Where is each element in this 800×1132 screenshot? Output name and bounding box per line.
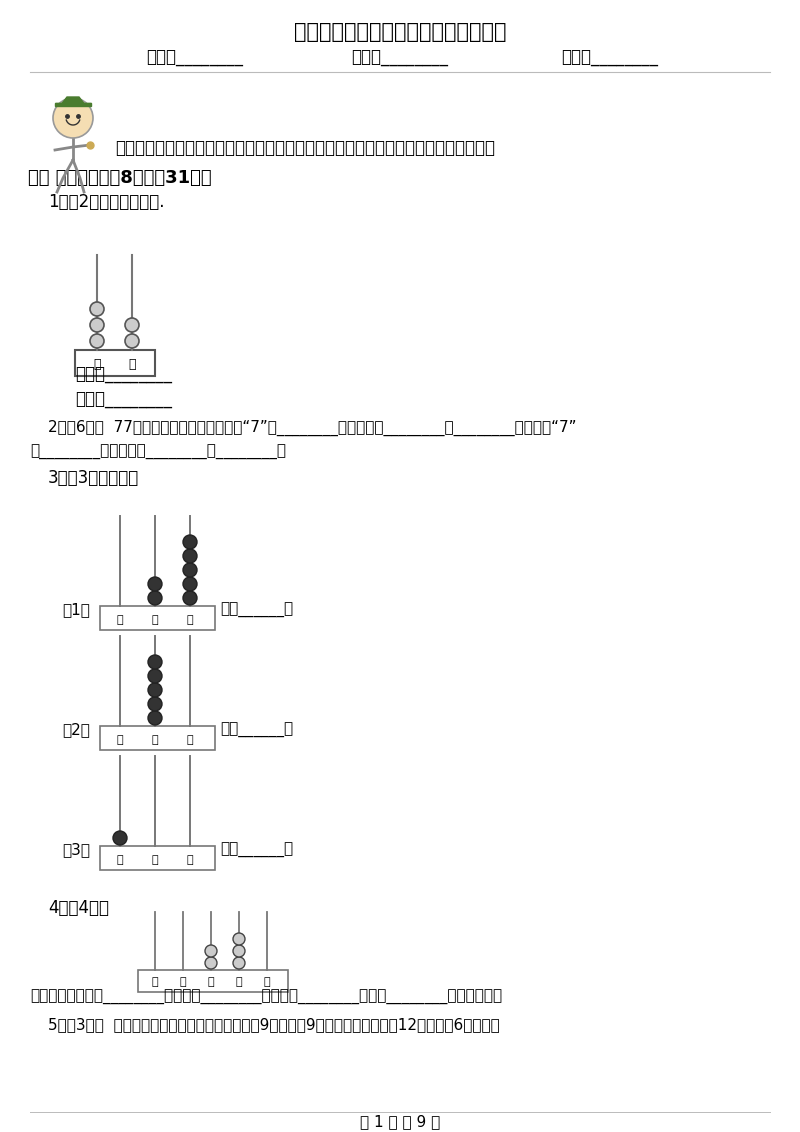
Text: 百: 百 [117,855,123,865]
Text: 杭州市一年级下学期数学期末考试试卷: 杭州市一年级下学期数学期末考试试卷 [294,22,506,42]
Bar [100,606,215,631]
Circle shape [233,933,245,945]
Text: 姓名：________: 姓名：________ [146,49,243,67]
Text: 百: 百 [117,615,123,625]
Bar [55,103,91,106]
Bar [100,726,215,751]
Circle shape [125,318,139,332]
Text: 百: 百 [117,735,123,745]
Text: 写作______；: 写作______； [220,842,293,858]
Text: 4．（4分）: 4．（4分） [48,899,109,917]
Circle shape [148,683,162,697]
Circle shape [183,577,197,591]
Text: 成绩：________: 成绩：________ [562,49,658,67]
Circle shape [233,945,245,957]
Circle shape [90,318,104,332]
Circle shape [53,98,93,138]
Circle shape [90,334,104,348]
Text: 2．（6分）  77这个数，从左数起，第一个“7”在________位上，表示________个________，第二个“7”: 2．（6分） 77这个数，从左数起，第一个“7”在________位上，表示__… [48,420,577,436]
Text: 写作______；: 写作______； [220,602,293,618]
Circle shape [183,563,197,577]
Text: 十: 十 [152,615,158,625]
Text: 十: 十 [236,977,242,987]
Text: 第 1 页 八 9 页: 第 1 页 八 9 页 [360,1115,440,1130]
Circle shape [125,334,139,348]
Text: （3）: （3） [62,842,90,858]
Circle shape [148,655,162,669]
Circle shape [205,957,217,969]
Text: （1）: （1） [62,602,90,617]
Polygon shape [60,97,86,106]
Text: 十: 十 [152,855,158,865]
Text: 个: 个 [186,615,194,625]
Text: 一、 我会填。（兲8题；內31分）: 一、 我会填。（兲8题；內31分） [28,169,212,187]
Circle shape [205,945,217,957]
Circle shape [183,535,197,549]
Circle shape [233,957,245,969]
Text: 读作：________: 读作：________ [75,366,172,384]
Circle shape [148,697,162,711]
Text: 小朋友，带上你一段时间的学习成果，一起来做个自我检测吧，相信你一定是最棒的！: 小朋友，带上你一段时间的学习成果，一起来做个自我检测吧，相信你一定是最棒的！ [115,139,495,157]
Text: 万: 万 [152,977,158,987]
Text: 3．（3分）写数。: 3．（3分）写数。 [48,469,139,487]
Text: 班级：________: 班级：________ [351,49,449,67]
Text: 5．（3分）  学校体育训练队中，跳远小组有女生9人，男生9人，体操小组有女生12人，男生6人，跑步: 5．（3分） 学校体育训练队中，跳远小组有女生9人，男生9人，体操小组有女生12… [48,1018,500,1032]
Text: 在________位上，表示________个________。: 在________位上，表示________个________。 [30,445,286,460]
Circle shape [113,831,127,844]
Text: 十: 十 [152,735,158,745]
Circle shape [90,302,104,316]
Circle shape [148,577,162,591]
Text: 千: 千 [180,977,186,987]
Text: （2）: （2） [62,722,90,738]
Text: 十: 十 [94,359,101,371]
Bar [100,846,215,871]
Circle shape [148,591,162,604]
Text: 1．（2分）按要求填写.: 1．（2分）按要求填写. [48,192,165,211]
Circle shape [148,711,162,724]
Text: 写作：________: 写作：________ [75,391,172,409]
Text: 个: 个 [264,977,270,987]
Text: 写作______；: 写作______； [220,722,293,738]
Bar [138,970,288,992]
Circle shape [183,591,197,604]
Circle shape [148,669,162,683]
Text: 个: 个 [186,855,194,865]
Text: 上面这个数读作：________，写作：________。它是由________个百，________个十组成的。: 上面这个数读作：________，写作：________。它是由________… [30,989,502,1004]
Bar [75,350,155,376]
Circle shape [183,549,197,563]
Text: 个: 个 [128,359,136,371]
Text: 个: 个 [186,735,194,745]
Text: 百: 百 [208,977,214,987]
